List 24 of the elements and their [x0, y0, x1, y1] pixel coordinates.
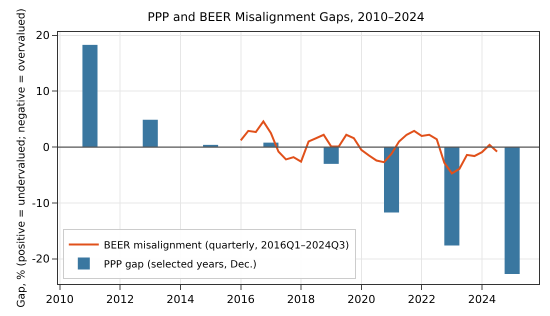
line-series: [240, 120, 498, 174]
bar: [384, 147, 400, 212]
bar: [324, 147, 339, 164]
x-tick-label: 2014: [166, 293, 194, 306]
y-tick-label: 0: [42, 140, 50, 154]
y-tick-label: -20: [32, 252, 50, 266]
x-tick-label: 2018: [287, 293, 316, 306]
bar: [82, 44, 98, 148]
y-tick-label: -10: [32, 196, 50, 210]
y-axis-title: Gap, % (positive = undervalued; negative = overvalued): [16, 8, 28, 308]
x-tick-label: 2016: [226, 293, 255, 306]
chart-title: PPP and BEER Misalignment Gaps, 2010–2024: [147, 10, 425, 24]
x-tick-label: 2020: [347, 293, 376, 306]
y-tick-label: 20: [36, 29, 50, 42]
bar: [444, 147, 460, 246]
legend-label: PPP gap (selected years, Dec.): [104, 259, 257, 270]
y-tick-label: 10: [36, 85, 50, 98]
x-tick-label: 2010: [46, 293, 74, 306]
x-tick-label: 2012: [106, 293, 134, 306]
legend-label: BEER misalignment (quarterly, 2016Q1–2024Q3): [104, 240, 350, 252]
x-tick-label: 2022: [408, 293, 436, 306]
bar: [142, 120, 158, 148]
bar: [504, 147, 520, 274]
x-tick-label: 2024: [468, 293, 496, 306]
